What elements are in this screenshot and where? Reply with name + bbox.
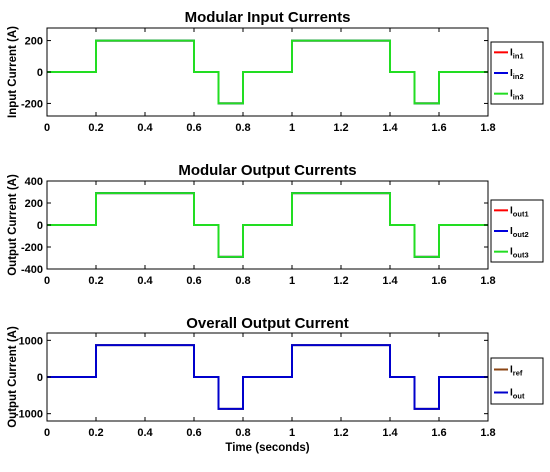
- y-tick-label: 200: [25, 36, 43, 48]
- x-tick-label: 0.2: [88, 427, 103, 439]
- y-axis-label: Output Current (A): [7, 174, 19, 276]
- legend-entry: Iin1: [510, 47, 524, 60]
- y-tick-label: -200: [21, 242, 43, 254]
- subplot-1: Modular Input Currents Input Current (A) 0…: [7, 9, 544, 134]
- x-tick-label: 1.2: [333, 275, 348, 287]
- legend-box: [490, 357, 544, 405]
- x-tick-label: 1.4: [382, 275, 398, 287]
- x-tick-label: 0.8: [235, 427, 250, 439]
- x-tick-label: 1.8: [480, 275, 495, 287]
- legend-entry: Iout2: [510, 226, 529, 239]
- x-tick-label: 1.2: [333, 427, 348, 439]
- y-axis-label: Input Current (A): [7, 26, 19, 118]
- series-line-Iin3: [47, 39, 488, 105]
- x-tick-label: 0: [44, 275, 50, 287]
- y-axis-label: Output Current (A): [7, 326, 19, 428]
- legend: Iin1 Iin2 Iin3: [490, 41, 544, 105]
- chart-title: Modular Input Currents: [185, 9, 351, 26]
- x-tick-label: 0.6: [186, 427, 201, 439]
- x-tick-label: 0.6: [186, 122, 201, 134]
- x-tick-label: 1.8: [480, 122, 495, 134]
- legend-entry: Iout1: [510, 205, 529, 218]
- x-tick-label: 0.6: [186, 275, 201, 287]
- y-tick-label: 0: [37, 220, 43, 232]
- y-tick-label: -1000: [15, 409, 43, 421]
- x-tick-label: 0.8: [235, 122, 250, 134]
- x-tick-label: 0.4: [137, 122, 153, 134]
- legend-entry: Iin3: [510, 89, 524, 102]
- x-tick-label: 0.8: [235, 275, 250, 287]
- legend-entry: Iref: [510, 365, 523, 378]
- chart-title: Overall Output Current: [186, 315, 349, 332]
- legend-entry: Iin2: [510, 68, 524, 81]
- legend-entry: Iout: [510, 388, 525, 401]
- x-tick-label: 1: [289, 427, 295, 439]
- x-tick-label: 1.6: [431, 122, 446, 134]
- series-group: [47, 192, 488, 258]
- x-tick-label: 0: [44, 122, 50, 134]
- x-tick-label: 0.4: [137, 427, 153, 439]
- y-tick-label: 400: [25, 176, 43, 188]
- x-tick-label: 1.6: [431, 275, 446, 287]
- x-tick-label: 1: [289, 122, 295, 134]
- legend: Iout1 Iout2 Iout3: [490, 199, 544, 263]
- series-group: [47, 344, 488, 410]
- x-tick-label: 1.2: [333, 122, 348, 134]
- x-tick-label: 1.8: [480, 427, 495, 439]
- y-tick-label: 0: [37, 372, 43, 384]
- x-axis-label: Time (seconds): [225, 442, 309, 454]
- y-tick-label: 0: [37, 67, 43, 79]
- series-line-Iout3: [47, 192, 488, 258]
- x-tick-label: 0: [44, 427, 50, 439]
- subplot-2: Modular Output Currents Output Current (A…: [7, 162, 544, 287]
- x-tick-label: 1.4: [382, 427, 398, 439]
- y-tick-label: 200: [25, 198, 43, 210]
- y-tick-label: -400: [21, 264, 43, 276]
- y-tick-label: -200: [21, 98, 43, 110]
- x-tick-label: 0.2: [88, 122, 103, 134]
- y-tick-label: 1000: [19, 335, 43, 347]
- x-tick-label: 0.2: [88, 275, 103, 287]
- x-tick-label: 1.4: [382, 122, 398, 134]
- x-tick-label: 0.4: [137, 275, 153, 287]
- subplot-3: Overall Output Current Output Current (A)…: [7, 315, 544, 454]
- series-line-Iout: [47, 344, 488, 410]
- x-tick-label: 1.6: [431, 427, 446, 439]
- series-group: [47, 39, 488, 105]
- legend: Iref Iout: [490, 357, 544, 405]
- x-tick-label: 1: [289, 275, 295, 287]
- chart-title: Modular Output Currents: [178, 162, 356, 179]
- legend-entry: Iout3: [510, 247, 529, 260]
